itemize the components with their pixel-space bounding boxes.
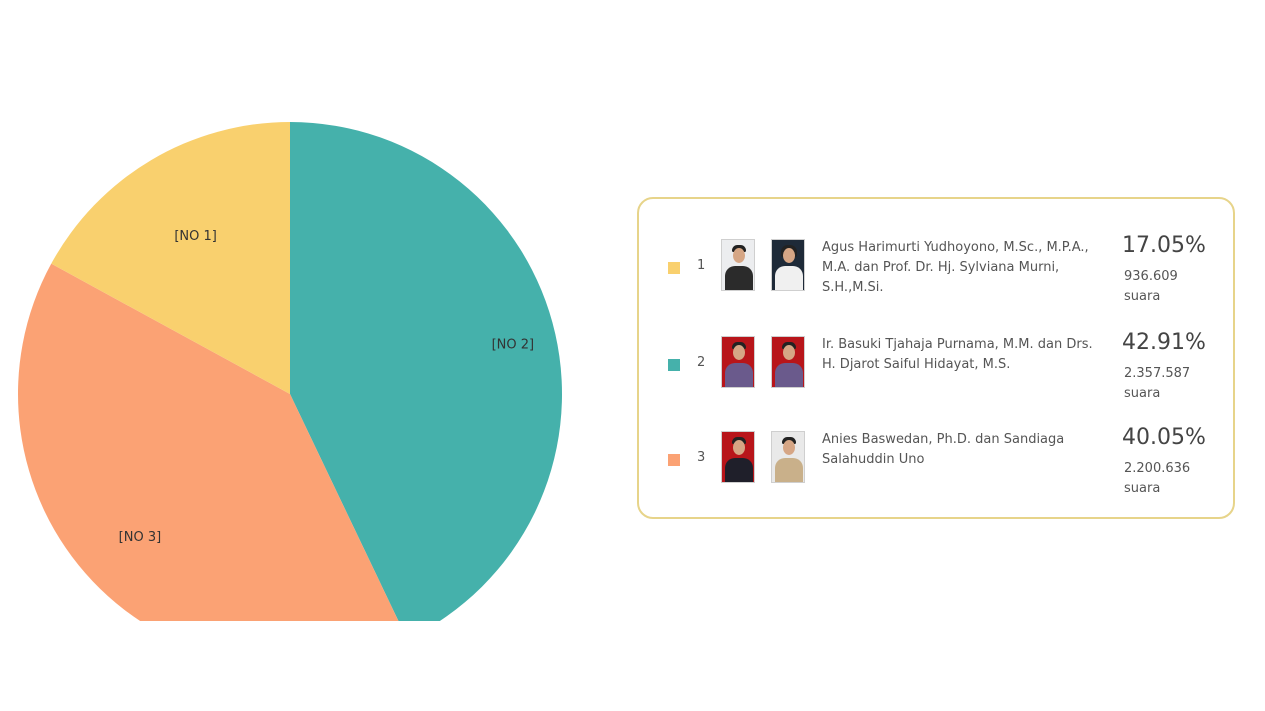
slice-label-no3: [NO 3] (119, 530, 162, 545)
votes-unit-1: suara (1124, 289, 1161, 304)
candidate-photo-1b (771, 239, 805, 291)
votes-unit-2: suara (1124, 386, 1161, 401)
slice-label-no2: [NO 2] (492, 337, 535, 352)
votes-unit-3: suara (1124, 481, 1161, 496)
legend-row-3: 3 Anies Baswedan, Ph.D. dan Sandiaga Sal… (639, 419, 1233, 507)
legend-swatch-3 (668, 454, 680, 466)
pie-slice-no2 (290, 122, 562, 621)
candidate-votes-1: 936.609 suara (1124, 267, 1178, 307)
candidate-name-3: Anies Baswedan, Ph.D. dan Sandiaga Salah… (822, 432, 1065, 467)
candidate-name-2: Ir. Basuki Tjahaja Purnama, M.M. dan Drs… (822, 337, 1093, 372)
candidate-photo-2b (771, 336, 805, 388)
candidate-number-2: 2 (697, 355, 706, 370)
candidate-number-1: 1 (697, 258, 706, 273)
candidate-percent-3: 40.05% (1122, 425, 1206, 450)
candidate-photo-3a (721, 431, 755, 483)
candidate-percent-2: 42.91% (1122, 330, 1206, 355)
candidate-votes-3: 2.200.636 suara (1124, 459, 1190, 499)
pie-chart-svg: [NO 1] [NO 2] [NO 3] (18, 122, 562, 621)
legend-row-1: 1 Agus Harimurti Yudhoyono, M.Sc., M.P.A… (639, 227, 1233, 315)
candidate-photo-3b (771, 431, 805, 483)
legend-swatch-2 (668, 359, 680, 371)
candidate-percent-1: 17.05% (1122, 233, 1206, 258)
votes-count-1: 936.609 (1124, 269, 1178, 284)
slice-label-no1: [NO 1] (174, 229, 217, 244)
pie-slice-no1 (51, 122, 291, 394)
legend-panel: 1 Agus Harimurti Yudhoyono, M.Sc., M.P.A… (637, 197, 1235, 519)
pie-slice-no3 (18, 263, 399, 621)
candidate-photo-2a (721, 336, 755, 388)
legend-swatch-1 (668, 262, 680, 274)
candidate-votes-2: 2.357.587 suara (1124, 364, 1190, 404)
votes-count-3: 2.200.636 (1124, 461, 1191, 476)
pie-chart: [NO 1] [NO 2] [NO 3] (0, 0, 600, 711)
candidate-name-1: Agus Harimurti Yudhoyono, M.Sc., M.P.A.,… (822, 240, 1089, 295)
candidate-photo-1a (721, 239, 755, 291)
legend-row-2: 2 Ir. Basuki Tjahaja Purnama, M.M. dan D… (639, 324, 1233, 412)
candidate-number-3: 3 (697, 450, 706, 465)
votes-count-2: 2.357.587 (1124, 366, 1191, 381)
